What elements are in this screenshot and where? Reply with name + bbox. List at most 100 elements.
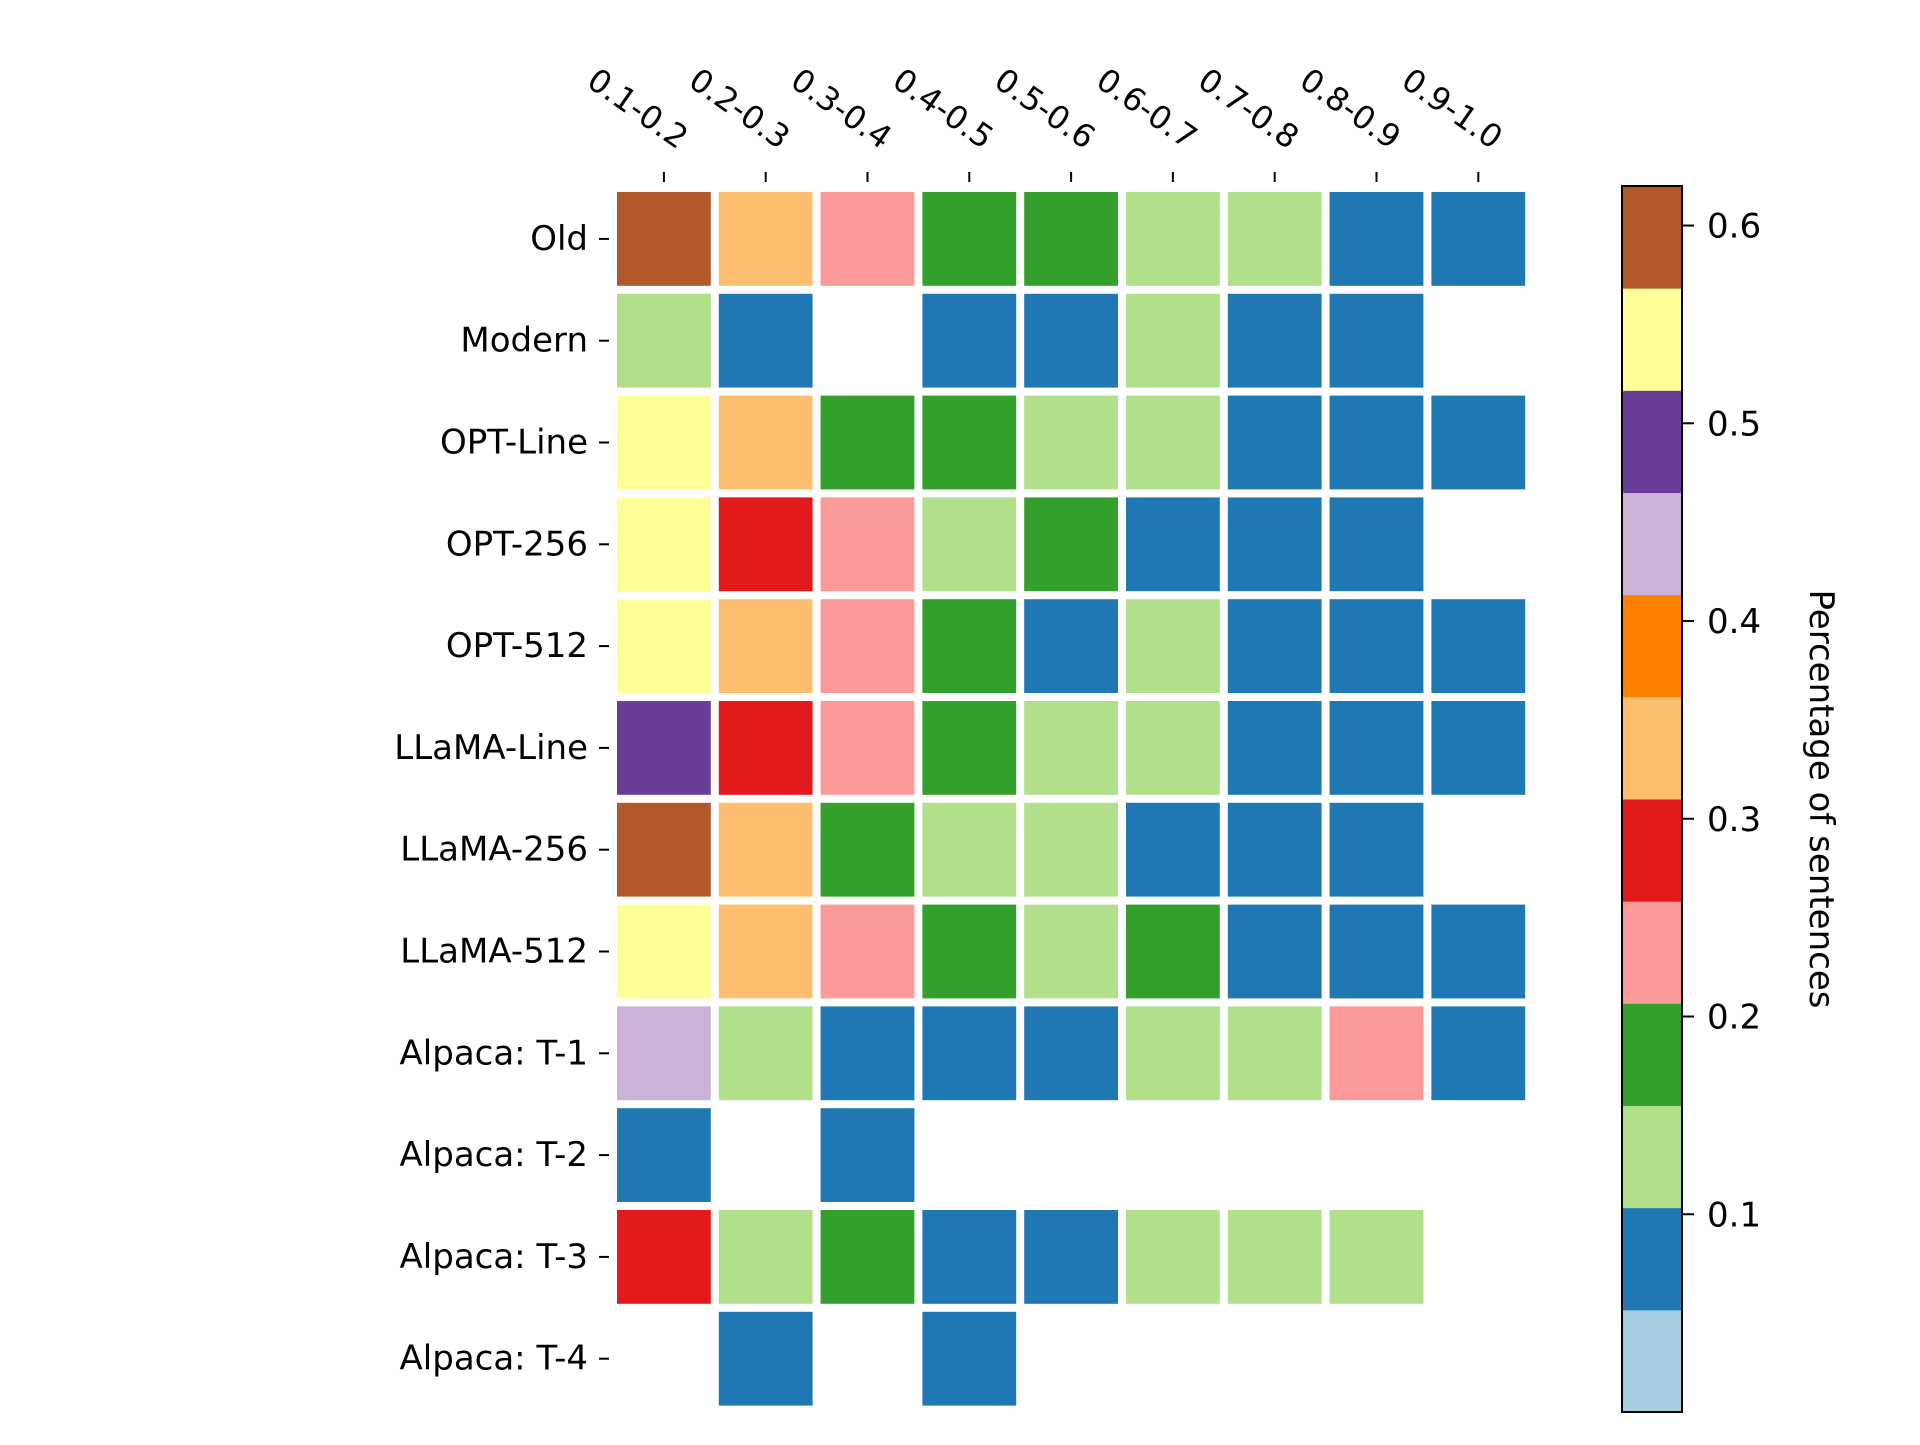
colorbar-segment — [1622, 1207, 1682, 1311]
colorbar-segment — [1622, 901, 1682, 1004]
heatmap-cell — [922, 293, 1017, 388]
y-tick-label: Old — [530, 219, 588, 259]
colorbar-segment — [1622, 799, 1682, 902]
colorbar-frame — [1621, 185, 1683, 1413]
x-tick-label: 0.9-1.0 — [1395, 60, 1510, 156]
heatmap-cell — [922, 904, 1017, 999]
colorbar-tick-label: 0.5 — [1707, 404, 1761, 444]
colorbar-tick-label: 0.4 — [1707, 602, 1761, 642]
heatmap-cell — [617, 293, 711, 388]
heatmap-cell — [1329, 293, 1424, 388]
heatmap-cell — [718, 1006, 813, 1101]
heatmap-cell — [820, 497, 915, 592]
heatmap-cell — [1227, 599, 1322, 693]
heatmap-cell — [1126, 497, 1220, 592]
x-tick-label: 0.5-0.6 — [988, 60, 1103, 156]
heatmap-cell — [617, 1006, 711, 1101]
heatmap-cell — [1024, 497, 1118, 592]
heatmap-cell — [1126, 1210, 1220, 1304]
x-tick-label: 0.1-0.2 — [580, 60, 695, 156]
heatmap-cell — [922, 192, 1017, 286]
heatmap-cell — [922, 395, 1017, 490]
colorbar-tick-label: 0.1 — [1707, 1195, 1761, 1235]
heatmap-cell — [922, 1210, 1017, 1304]
heatmap-cell — [1227, 904, 1322, 999]
heatmap-cell — [718, 1210, 813, 1304]
heatmap-cell — [1024, 599, 1118, 693]
heatmap-cell — [922, 701, 1017, 795]
heatmap-cell — [1431, 395, 1526, 490]
heatmap-cell — [1024, 701, 1118, 795]
heatmap-cell — [1431, 1006, 1526, 1101]
heatmap-cell — [1431, 904, 1526, 999]
heatmap-cell — [1126, 802, 1220, 897]
heatmap-cell — [1329, 497, 1424, 592]
y-tick-label: Alpaca: T-2 — [400, 1135, 588, 1175]
heatmap-cell — [617, 1108, 711, 1202]
heatmap-cell — [1227, 497, 1322, 592]
heatmap-cell — [1227, 293, 1322, 388]
heatmap-cell — [820, 395, 915, 490]
heatmap-cell — [718, 802, 813, 897]
heatmap-cell — [617, 1210, 711, 1304]
heatmap-cell — [1024, 904, 1118, 999]
colorbar-segment — [1622, 594, 1682, 698]
heatmap-cell — [1126, 395, 1220, 490]
y-tick-label: OPT-Line — [440, 423, 588, 463]
heatmap-cell — [617, 904, 711, 999]
heatmap-cell — [617, 701, 711, 795]
x-tick-label: 0.6-0.7 — [1089, 60, 1204, 156]
heatmap-cell — [617, 497, 711, 592]
y-tick-label: OPT-512 — [446, 626, 588, 666]
y-axis-ticks: Old Modern OPT-Line OPT-256 OPT-512 LLaMA-Lin… — [394, 219, 609, 1379]
heatmap-cell — [1329, 1210, 1424, 1304]
heatmap-cell — [820, 1210, 915, 1304]
heatmap-cell — [1329, 1006, 1424, 1101]
y-tick-label: Alpaca: T-1 — [400, 1033, 588, 1073]
heatmap-cell — [1329, 599, 1424, 693]
y-tick-label: Modern — [460, 321, 588, 361]
heatmap-cell — [1126, 904, 1220, 999]
heatmap-cell — [1227, 395, 1322, 490]
colorbar-segment — [1622, 390, 1682, 493]
heatmap-cell — [718, 293, 813, 388]
colorbar-segment — [1622, 1309, 1682, 1413]
x-tick-label: 0.8-0.9 — [1293, 60, 1408, 156]
heatmap-cell — [718, 904, 813, 999]
heatmap-cell — [718, 395, 813, 490]
heatmap-cell — [718, 497, 813, 592]
heatmap-cell — [1024, 802, 1118, 897]
heatmap-cell — [820, 904, 915, 999]
heatmap-cell — [1024, 293, 1118, 388]
heatmap-cell — [1227, 192, 1322, 286]
heatmap-cell — [1024, 1210, 1118, 1304]
heatmap-cell — [820, 599, 915, 693]
heatmap-cell — [617, 192, 711, 286]
colorbar: 0.1 0.2 0.3 0.4 0.5 0.6 Percentage of sentence… — [1621, 185, 1841, 1413]
heatmap-cell — [1227, 802, 1322, 897]
heatmap-cell — [1329, 395, 1424, 490]
heatmap-cell — [617, 802, 711, 897]
y-tick-label: Alpaca: T-3 — [400, 1237, 588, 1277]
heatmap-cell — [1227, 701, 1322, 795]
heatmap-cell — [718, 1311, 813, 1406]
heatmap-cell — [922, 802, 1017, 897]
heatmap-cell — [922, 1006, 1017, 1101]
colorbar-tick-label: 0.6 — [1707, 207, 1761, 247]
heatmap-cell — [718, 701, 813, 795]
heatmap-cell — [718, 599, 813, 693]
heatmap-cells — [617, 192, 1526, 1406]
heatmap-cell — [1431, 599, 1526, 693]
x-tick-label: 0.4-0.5 — [886, 60, 1001, 156]
heatmap-cell — [820, 701, 915, 795]
colorbar-tick-label: 0.3 — [1707, 800, 1761, 840]
heatmap-cell — [922, 497, 1017, 592]
colorbar-segment — [1622, 1105, 1682, 1209]
heatmap-cell — [1431, 701, 1526, 795]
heatmap-cell — [1126, 293, 1220, 388]
colorbar-label: Percentage of sentences — [1801, 590, 1841, 1009]
heatmap-cell — [820, 192, 915, 286]
heatmap-cell — [617, 599, 711, 693]
